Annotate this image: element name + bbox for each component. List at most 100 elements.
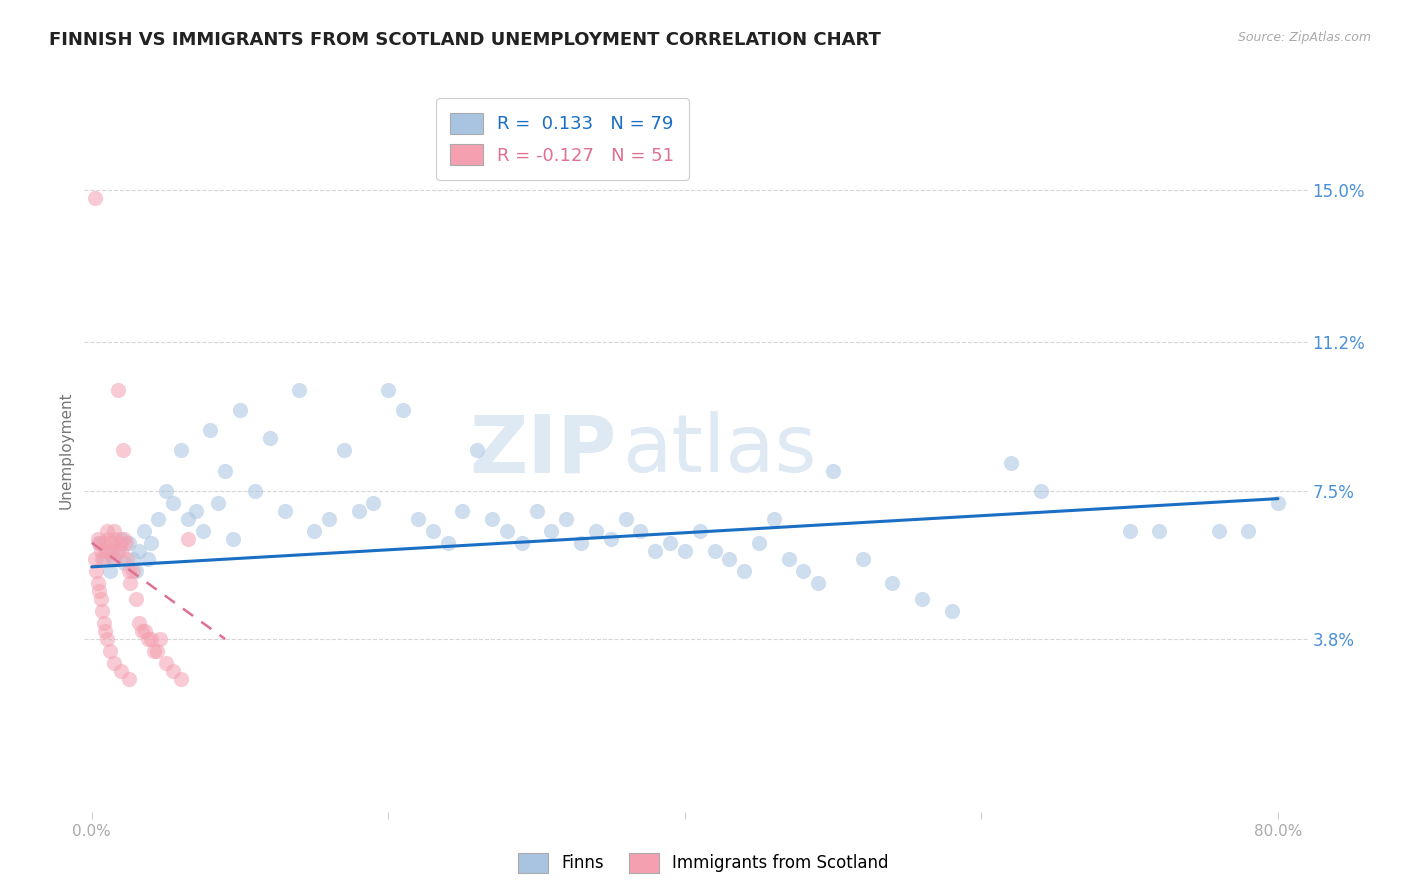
- Point: [148, 511, 170, 525]
- Point: [644, 543, 666, 558]
- Point: [807, 576, 830, 591]
- Point: [540, 524, 562, 538]
- Point: [103, 551, 125, 566]
- Text: atlas: atlas: [623, 411, 817, 490]
- Point: [94, 543, 117, 558]
- Point: [136, 632, 159, 646]
- Point: [118, 564, 141, 578]
- Point: [1000, 455, 1022, 469]
- Point: [155, 483, 177, 498]
- Point: [333, 443, 356, 458]
- Point: [748, 535, 770, 549]
- Point: [128, 615, 150, 630]
- Point: [911, 592, 934, 607]
- Point: [103, 524, 125, 538]
- Point: [703, 543, 725, 558]
- Point: [363, 496, 385, 510]
- Point: [134, 624, 156, 639]
- Point: [112, 532, 135, 546]
- Point: [184, 503, 207, 517]
- Point: [83, 551, 105, 566]
- Point: [259, 432, 281, 446]
- Point: [125, 564, 148, 578]
- Point: [689, 524, 711, 538]
- Point: [221, 532, 243, 546]
- Point: [94, 624, 117, 639]
- Point: [510, 535, 533, 549]
- Point: [110, 664, 132, 679]
- Point: [377, 384, 399, 398]
- Point: [93, 615, 115, 630]
- Point: [1237, 524, 1260, 538]
- Point: [93, 535, 115, 549]
- Point: [105, 543, 128, 558]
- Point: [214, 464, 236, 478]
- Point: [302, 524, 325, 538]
- Point: [200, 424, 222, 438]
- Point: [146, 644, 169, 658]
- Point: [170, 673, 193, 687]
- Legend: Finns, Immigrants from Scotland: Finns, Immigrants from Scotland: [510, 847, 896, 880]
- Point: [599, 532, 621, 546]
- Point: [177, 532, 200, 546]
- Point: [110, 543, 132, 558]
- Point: [112, 556, 135, 570]
- Point: [526, 503, 548, 517]
- Text: ZIP: ZIP: [470, 411, 616, 490]
- Point: [778, 551, 800, 566]
- Point: [162, 496, 184, 510]
- Point: [97, 532, 120, 546]
- Point: [107, 543, 129, 558]
- Point: [155, 657, 177, 671]
- Point: [191, 524, 214, 538]
- Point: [104, 532, 127, 546]
- Point: [882, 576, 904, 591]
- Point: [101, 551, 124, 566]
- Point: [451, 503, 474, 517]
- Point: [569, 535, 592, 549]
- Point: [1118, 524, 1140, 538]
- Point: [481, 511, 503, 525]
- Point: [243, 483, 266, 498]
- Point: [273, 503, 295, 517]
- Point: [93, 551, 115, 566]
- Legend: R =  0.133   N = 79, R = -0.127   N = 51: R = 0.133 N = 79, R = -0.127 N = 51: [436, 98, 689, 179]
- Point: [96, 524, 118, 538]
- Point: [1149, 524, 1171, 538]
- Point: [1208, 524, 1230, 538]
- Point: [162, 664, 184, 679]
- Point: [288, 384, 311, 398]
- Point: [436, 535, 458, 549]
- Point: [170, 443, 193, 458]
- Point: [100, 535, 122, 549]
- Point: [143, 644, 166, 658]
- Point: [136, 551, 159, 566]
- Point: [496, 524, 519, 538]
- Point: [90, 543, 112, 558]
- Point: [1267, 496, 1289, 510]
- Point: [614, 511, 637, 525]
- Text: Source: ZipAtlas.com: Source: ZipAtlas.com: [1237, 31, 1371, 45]
- Point: [128, 543, 150, 558]
- Text: FINNISH VS IMMIGRANTS FROM SCOTLAND UNEMPLOYMENT CORRELATION CHART: FINNISH VS IMMIGRANTS FROM SCOTLAND UNEM…: [49, 31, 882, 49]
- Point: [139, 632, 162, 646]
- Point: [207, 496, 229, 510]
- Point: [84, 564, 107, 578]
- Point: [792, 564, 814, 578]
- Point: [941, 604, 963, 618]
- Point: [115, 535, 138, 549]
- Point: [98, 644, 121, 658]
- Point: [347, 503, 370, 517]
- Point: [131, 624, 153, 639]
- Point: [89, 535, 111, 549]
- Point: [465, 443, 488, 458]
- Point: [392, 403, 415, 417]
- Point: [149, 632, 172, 646]
- Point: [108, 535, 131, 549]
- Point: [177, 511, 200, 525]
- Point: [762, 511, 785, 525]
- Point: [98, 543, 121, 558]
- Y-axis label: Unemployment: Unemployment: [58, 392, 73, 509]
- Point: [111, 443, 134, 458]
- Point: [823, 464, 845, 478]
